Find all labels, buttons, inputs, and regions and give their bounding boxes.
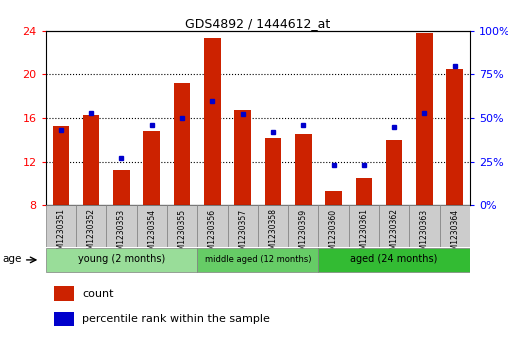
Text: GSM1230360: GSM1230360: [329, 208, 338, 260]
Bar: [409, 205, 439, 247]
Bar: [258, 205, 288, 247]
Bar: [447, 69, 463, 205]
Bar: [439, 205, 470, 247]
Text: GSM1230356: GSM1230356: [208, 208, 217, 260]
Bar: [265, 138, 281, 205]
Bar: [174, 83, 190, 205]
Bar: [143, 131, 160, 205]
Bar: [386, 140, 402, 205]
Text: GSM1230362: GSM1230362: [390, 208, 399, 260]
Bar: [319, 205, 348, 247]
Text: age: age: [2, 254, 22, 264]
Text: GSM1230354: GSM1230354: [147, 208, 156, 260]
Bar: [54, 286, 74, 301]
Bar: [197, 205, 228, 247]
Bar: [379, 205, 409, 247]
Text: GSM1230358: GSM1230358: [268, 208, 277, 260]
Text: aged (24 months): aged (24 months): [351, 254, 438, 264]
Text: GSM1230359: GSM1230359: [299, 208, 308, 260]
Text: percentile rank within the sample: percentile rank within the sample: [82, 314, 270, 325]
Bar: [76, 205, 106, 247]
Bar: [319, 248, 470, 272]
Bar: [83, 115, 100, 205]
Text: young (2 months): young (2 months): [78, 254, 165, 264]
Text: GSM1230353: GSM1230353: [117, 208, 126, 260]
Bar: [288, 205, 319, 247]
Text: GSM1230364: GSM1230364: [450, 208, 459, 260]
Bar: [167, 205, 197, 247]
Text: GSM1230352: GSM1230352: [87, 208, 96, 260]
Text: GSM1230355: GSM1230355: [178, 208, 186, 260]
Text: GSM1230357: GSM1230357: [238, 208, 247, 260]
Bar: [113, 170, 130, 205]
Bar: [204, 38, 220, 205]
Bar: [416, 33, 433, 205]
Bar: [228, 205, 258, 247]
Bar: [356, 178, 372, 205]
Bar: [197, 248, 319, 272]
Bar: [106, 205, 137, 247]
Text: middle aged (12 months): middle aged (12 months): [205, 255, 311, 264]
Bar: [46, 248, 197, 272]
Text: GSM1230361: GSM1230361: [359, 208, 368, 260]
Text: count: count: [82, 289, 113, 299]
Bar: [234, 110, 251, 205]
Bar: [54, 312, 74, 326]
Text: GSM1230351: GSM1230351: [56, 208, 66, 260]
Bar: [348, 205, 379, 247]
Title: GDS4892 / 1444612_at: GDS4892 / 1444612_at: [185, 17, 330, 30]
Bar: [325, 191, 342, 205]
Bar: [46, 205, 76, 247]
Bar: [52, 126, 69, 205]
Text: GSM1230363: GSM1230363: [420, 208, 429, 260]
Bar: [295, 134, 311, 205]
Bar: [137, 205, 167, 247]
